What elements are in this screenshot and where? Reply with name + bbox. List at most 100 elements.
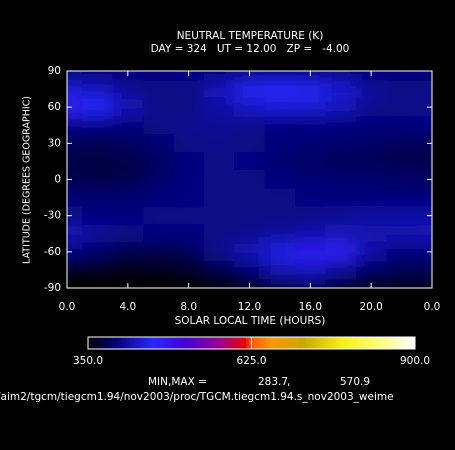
colorbar-swatch xyxy=(207,337,212,349)
colorbar-swatch xyxy=(229,337,233,349)
y-tick-label: -30 xyxy=(44,210,61,222)
heat-cell xyxy=(173,260,205,280)
colorbar-swatch xyxy=(93,337,97,349)
heat-cell xyxy=(67,134,83,153)
heat-cell xyxy=(325,170,357,190)
colorbar-swatch xyxy=(365,337,370,349)
heat-cell xyxy=(82,80,114,99)
colorbar-swatch xyxy=(197,337,201,349)
y-axis-label: LATITUDE (DEGREES GEOGRAPHIC) xyxy=(22,96,33,264)
heat-cell xyxy=(325,242,357,262)
colorbar-swatch xyxy=(218,337,222,349)
colorbar-swatch xyxy=(390,337,394,349)
y-tick-label: 30 xyxy=(48,137,61,149)
colorbar-swatch xyxy=(292,337,296,349)
x-tick-label: 12.0 xyxy=(238,301,261,313)
colorbar-swatch xyxy=(199,337,203,349)
heat-cell xyxy=(325,224,357,244)
heat-cell xyxy=(234,80,266,99)
colorbar-swatch xyxy=(306,337,310,349)
colorbar-swatch xyxy=(262,337,266,349)
heat-cell xyxy=(295,170,327,190)
heat-cell xyxy=(67,116,83,135)
colorbar-swatch xyxy=(216,337,220,349)
colorbar-swatch xyxy=(213,337,217,349)
colorbar-swatch xyxy=(115,337,119,349)
colorbar-swatch xyxy=(98,337,103,349)
heat-cell xyxy=(173,206,205,226)
heat-cell xyxy=(143,152,174,171)
heat-cell xyxy=(386,206,418,226)
colorbar-swatch xyxy=(256,337,261,349)
colorbar-swatch xyxy=(308,337,312,349)
colorbar-swatch xyxy=(167,337,171,349)
heat-cell xyxy=(264,260,296,280)
heat-cell xyxy=(264,170,296,190)
heat-cell xyxy=(143,242,174,262)
heat-cell xyxy=(112,116,144,135)
colorbar-swatch xyxy=(284,337,288,349)
x-tick-label: 8.0 xyxy=(180,301,197,313)
colorbar-swatch xyxy=(281,337,285,349)
heat-cell xyxy=(355,242,387,262)
heat-cell xyxy=(82,116,114,135)
heat-cell xyxy=(67,260,83,280)
heat-cell xyxy=(416,206,432,226)
heat-cell xyxy=(325,152,357,171)
heat-cell xyxy=(355,170,387,190)
heat-cell xyxy=(295,260,327,280)
colorbar-swatch xyxy=(169,337,173,349)
colorbar-swatch xyxy=(374,337,378,349)
heat-cell xyxy=(112,206,144,226)
heat-cell xyxy=(234,260,266,280)
colorbar-swatch xyxy=(338,337,342,349)
heat-cell xyxy=(416,98,432,117)
heat-cell xyxy=(355,116,387,135)
colorbar-swatch xyxy=(158,337,162,349)
heat-cell xyxy=(173,170,205,190)
colorbar-swatch xyxy=(385,337,389,349)
heat-cell xyxy=(82,71,114,81)
heat-cell xyxy=(325,206,357,226)
colorbar-swatch xyxy=(120,337,124,349)
colorbar-swatch xyxy=(341,337,345,349)
heat-cell xyxy=(264,80,296,99)
heat-cell xyxy=(67,98,83,117)
colorbar-swatch xyxy=(406,337,410,349)
heat-cell xyxy=(416,242,432,262)
colorbar-swatch xyxy=(409,337,413,349)
colorbar-swatch xyxy=(153,337,157,349)
heat-cell xyxy=(143,224,174,244)
colorbar-swatch xyxy=(240,337,244,349)
heat-cell xyxy=(264,71,296,81)
heat-cell xyxy=(416,134,432,153)
colorbar-swatch xyxy=(117,337,122,349)
colorbar-swatch xyxy=(226,337,231,349)
y-tick-label: -60 xyxy=(44,246,61,258)
heat-cell xyxy=(325,71,357,81)
heat-cell xyxy=(355,224,387,244)
colorbar-swatch xyxy=(142,337,146,349)
colorbar-swatch xyxy=(183,337,187,349)
heat-cell xyxy=(67,206,83,226)
heat-cell xyxy=(67,278,83,288)
colorbar xyxy=(88,337,416,349)
colorbar-swatch xyxy=(156,337,160,349)
colorbar-swatch xyxy=(349,337,353,349)
colorbar-swatch xyxy=(355,337,359,349)
colorbar-swatch xyxy=(276,337,280,349)
heat-cell xyxy=(82,98,114,117)
heat-cell xyxy=(82,260,114,280)
heat-cell xyxy=(234,170,266,190)
heat-cell xyxy=(143,116,174,135)
heat-cell xyxy=(325,80,357,99)
colorbar-swatch xyxy=(145,337,149,349)
colorbar-swatch xyxy=(205,337,209,349)
heat-cell xyxy=(295,152,327,171)
heat-cell xyxy=(203,80,235,99)
y-tick-label: 90 xyxy=(48,65,61,77)
heat-cell xyxy=(234,134,266,153)
heat-cell xyxy=(143,71,174,81)
heat-cell xyxy=(143,188,174,208)
heat-cell xyxy=(386,278,418,288)
